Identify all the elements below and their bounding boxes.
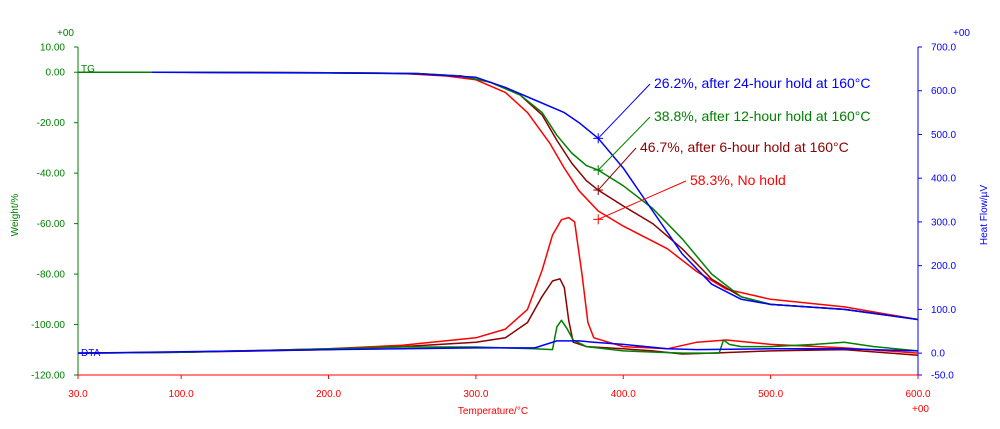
tg-curve-h24 bbox=[151, 71, 919, 321]
y-right-tick-label: 100.0 bbox=[931, 305, 956, 316]
axes-group: 10.00 0.00 -20.00 -40.00 -60.00 -80.00 -100.00… bbox=[31, 43, 956, 401]
y-left-tick-label: -40.00 bbox=[37, 169, 66, 180]
x-tick-label: 100.0 bbox=[169, 389, 194, 400]
annotation-label: 26.2%, after 24-hour hold at 160°C bbox=[654, 75, 871, 91]
y-right-tick-label: 700.0 bbox=[931, 43, 956, 54]
x-tick-label: 500.0 bbox=[758, 389, 783, 400]
y-right-tick-label: 200.0 bbox=[931, 261, 956, 272]
y-left-axis-title: Weight/% bbox=[10, 194, 21, 237]
y-left-tick-label: 0.00 bbox=[46, 68, 66, 79]
x-tick-label: 400.0 bbox=[611, 389, 636, 400]
y-right-axis-title: Heat Flow/µV bbox=[979, 185, 990, 246]
x-tick-label: 600.0 bbox=[905, 389, 930, 400]
dta-curve-tag: DTA bbox=[81, 348, 101, 359]
annotations-group: 26.2%, after 24-hour hold at 160°C 38.8%,… bbox=[593, 75, 871, 225]
x-axis-title: Temperature/°C bbox=[458, 406, 528, 417]
tg-curve-tag: TG bbox=[81, 64, 95, 75]
curves-group bbox=[77, 71, 919, 357]
y-right-tick-label: 500.0 bbox=[931, 130, 956, 141]
x-tick-label: 200.0 bbox=[316, 389, 341, 400]
y-left-tick-label: -100.00 bbox=[31, 320, 65, 331]
annotation-label: 38.8%, after 12-hour hold at 160°C bbox=[654, 108, 871, 124]
y-left-tick-label: 10.00 bbox=[40, 43, 65, 54]
left-axis-corner-label: +00 bbox=[57, 28, 74, 39]
y-left-tick-label: -60.00 bbox=[37, 219, 66, 230]
annotation-leader bbox=[598, 180, 687, 220]
y-left-tick-label: -120.00 bbox=[31, 371, 65, 382]
y-right-tick-label: 600.0 bbox=[931, 86, 956, 97]
y-right-tick-label: 400.0 bbox=[931, 174, 956, 185]
dta-curve-no_hold bbox=[77, 216, 919, 354]
annotation-leader bbox=[597, 83, 651, 139]
dta-curve-h24 bbox=[77, 340, 919, 354]
y-left-tick-label: -20.00 bbox=[37, 118, 66, 129]
y-right-tick-label: 0.0 bbox=[931, 349, 945, 360]
y-right-tick-label: -50.0 bbox=[931, 371, 954, 382]
annotation-leader bbox=[597, 116, 651, 171]
x-tick-label: 30.0 bbox=[68, 389, 88, 400]
y-left-tick-label: -80.00 bbox=[37, 270, 66, 281]
dta-curve-h12 bbox=[77, 319, 919, 354]
annotation-leader bbox=[597, 147, 637, 191]
annotation-label: 58.3%, No hold bbox=[690, 172, 786, 188]
right-axis-corner-label: +00 bbox=[953, 28, 970, 39]
x-axis-corner-label: +00 bbox=[912, 404, 929, 415]
x-tick-label: 300.0 bbox=[463, 389, 488, 400]
y-right-tick-label: 300.0 bbox=[931, 217, 956, 228]
annotation-label: 46.7%, after 6-hour hold at 160°C bbox=[640, 139, 849, 155]
